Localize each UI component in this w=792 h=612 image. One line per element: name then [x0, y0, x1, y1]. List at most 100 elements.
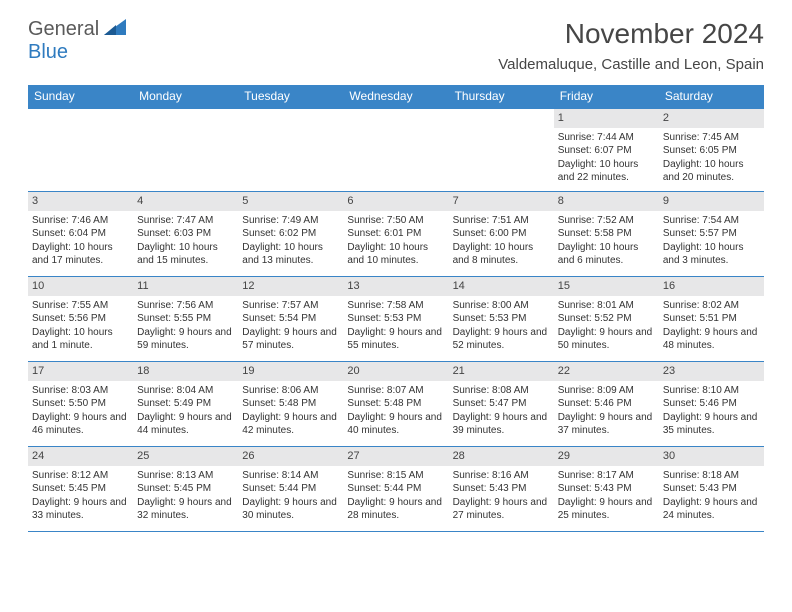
day-number: 24 — [28, 447, 133, 466]
sunrise-text: Sunrise: 7:49 AM — [242, 214, 339, 228]
sunset-text: Sunset: 5:43 PM — [663, 482, 760, 496]
sunrise-text: Sunrise: 7:55 AM — [32, 299, 129, 313]
day-cell: 17Sunrise: 8:03 AMSunset: 5:50 PMDayligh… — [28, 362, 133, 446]
daylight-text: Daylight: 9 hours and 57 minutes. — [242, 326, 339, 353]
sunset-text: Sunset: 6:07 PM — [558, 144, 655, 158]
day-number: 25 — [133, 447, 238, 466]
daylight-text: Daylight: 10 hours and 6 minutes. — [558, 241, 655, 268]
sunrise-text: Sunrise: 7:51 AM — [453, 214, 550, 228]
sunrise-text: Sunrise: 8:06 AM — [242, 384, 339, 398]
sunrise-text: Sunrise: 7:58 AM — [347, 299, 444, 313]
sunrise-text: Sunrise: 7:44 AM — [558, 131, 655, 145]
day-header: Wednesday — [343, 85, 448, 109]
daylight-text: Daylight: 10 hours and 15 minutes. — [137, 241, 234, 268]
day-header: Sunday — [28, 85, 133, 109]
day-number: 2 — [659, 109, 764, 128]
sunrise-text: Sunrise: 8:13 AM — [137, 469, 234, 483]
day-cell — [28, 109, 133, 191]
day-cell: 22Sunrise: 8:09 AMSunset: 5:46 PMDayligh… — [554, 362, 659, 446]
day-number: 8 — [554, 192, 659, 211]
daylight-text: Daylight: 9 hours and 42 minutes. — [242, 411, 339, 438]
day-cell: 30 Sunrise: 8:18 AMSunset: 5:43 PMDayligh… — [659, 447, 764, 531]
sunset-text: Sunset: 5:57 PM — [663, 227, 760, 241]
sunset-text: Sunset: 5:43 PM — [558, 482, 655, 496]
sunrise-text: Sunrise: 7:45 AM — [663, 131, 760, 145]
day-header: Tuesday — [238, 85, 343, 109]
daylight-text: Daylight: 9 hours and 30 minutes. — [242, 496, 339, 523]
sunset-text: Sunset: 5:50 PM — [32, 397, 129, 411]
sunrise-text: Sunrise: 8:10 AM — [663, 384, 760, 398]
day-cell: 23 Sunrise: 8:10 AMSunset: 5:46 PMDayligh… — [659, 362, 764, 446]
sunset-text: Sunset: 5:43 PM — [453, 482, 550, 496]
day-number — [238, 109, 343, 113]
day-number: 28 — [449, 447, 554, 466]
day-cell: 7 Sunrise: 7:51 AMSunset: 6:00 PMDaylight… — [449, 192, 554, 276]
daylight-text: Daylight: 9 hours and 35 minutes. — [663, 411, 760, 438]
sunrise-text: Sunrise: 8:18 AM — [663, 469, 760, 483]
daylight-text: Daylight: 9 hours and 33 minutes. — [32, 496, 129, 523]
day-number — [449, 109, 554, 113]
day-number: 17 — [28, 362, 133, 381]
location-text: Valdemaluque, Castille and Leon, Spain — [498, 56, 764, 73]
day-cell: 21Sunrise: 8:08 AMSunset: 5:47 PMDayligh… — [449, 362, 554, 446]
sunset-text: Sunset: 5:46 PM — [663, 397, 760, 411]
daylight-text: Daylight: 9 hours and 39 minutes. — [453, 411, 550, 438]
day-cell: 13Sunrise: 7:58 AMSunset: 5:53 PMDayligh… — [343, 277, 448, 361]
day-number: 19 — [238, 362, 343, 381]
sunrise-text: Sunrise: 7:54 AM — [663, 214, 760, 228]
day-cell — [238, 109, 343, 191]
sunrise-text: Sunrise: 8:00 AM — [453, 299, 550, 313]
day-cell — [343, 109, 448, 191]
day-number: 5 — [238, 192, 343, 211]
day-number: 23 — [659, 362, 764, 381]
daylight-text: Daylight: 9 hours and 48 minutes. — [663, 326, 760, 353]
sunrise-text: Sunrise: 8:16 AM — [453, 469, 550, 483]
day-header: Thursday — [449, 85, 554, 109]
daylight-text: Daylight: 9 hours and 52 minutes. — [453, 326, 550, 353]
day-number: 4 — [133, 192, 238, 211]
daylight-text: Daylight: 9 hours and 55 minutes. — [347, 326, 444, 353]
day-number: 26 — [238, 447, 343, 466]
sunrise-text: Sunrise: 7:46 AM — [32, 214, 129, 228]
sunrise-text: Sunrise: 8:02 AM — [663, 299, 760, 313]
sunset-text: Sunset: 6:05 PM — [663, 144, 760, 158]
day-cell — [449, 109, 554, 191]
day-cell: 14Sunrise: 8:00 AMSunset: 5:53 PMDayligh… — [449, 277, 554, 361]
day-cell: 24Sunrise: 8:12 AMSunset: 5:45 PMDayligh… — [28, 447, 133, 531]
daylight-text: Daylight: 10 hours and 17 minutes. — [32, 241, 129, 268]
sunset-text: Sunset: 6:00 PM — [453, 227, 550, 241]
day-number: 14 — [449, 277, 554, 296]
sunset-text: Sunset: 6:03 PM — [137, 227, 234, 241]
sunrise-text: Sunrise: 7:56 AM — [137, 299, 234, 313]
sunset-text: Sunset: 6:04 PM — [32, 227, 129, 241]
brand-part2: Blue — [28, 41, 68, 63]
sunrise-text: Sunrise: 8:09 AM — [558, 384, 655, 398]
week-row: 10Sunrise: 7:55 AMSunset: 5:56 PMDayligh… — [28, 277, 764, 362]
daylight-text: Daylight: 10 hours and 8 minutes. — [453, 241, 550, 268]
day-number: 20 — [343, 362, 448, 381]
daylight-text: Daylight: 9 hours and 32 minutes. — [137, 496, 234, 523]
day-number: 18 — [133, 362, 238, 381]
page-title: November 2024 — [498, 18, 764, 50]
sunrise-text: Sunrise: 7:52 AM — [558, 214, 655, 228]
day-cell: 5Sunrise: 7:49 AMSunset: 6:02 PMDaylight… — [238, 192, 343, 276]
daylight-text: Daylight: 10 hours and 13 minutes. — [242, 241, 339, 268]
day-cell: 3Sunrise: 7:46 AMSunset: 6:04 PMDaylight… — [28, 192, 133, 276]
daylight-text: Daylight: 9 hours and 59 minutes. — [137, 326, 234, 353]
day-number: 6 — [343, 192, 448, 211]
sunset-text: Sunset: 5:52 PM — [558, 312, 655, 326]
sunrise-text: Sunrise: 7:47 AM — [137, 214, 234, 228]
day-number: 10 — [28, 277, 133, 296]
day-number: 30 — [659, 447, 764, 466]
calendar: Sunday Monday Tuesday Wednesday Thursday… — [28, 85, 764, 532]
sunrise-text: Sunrise: 8:07 AM — [347, 384, 444, 398]
sunrise-text: Sunrise: 7:57 AM — [242, 299, 339, 313]
day-cell: 15Sunrise: 8:01 AMSunset: 5:52 PMDayligh… — [554, 277, 659, 361]
daylight-text: Daylight: 9 hours and 24 minutes. — [663, 496, 760, 523]
header: General Blue November 2024 Valdemaluque,… — [0, 0, 792, 79]
day-number: 7 — [449, 192, 554, 211]
brand-part1: General — [28, 18, 99, 40]
day-number: 27 — [343, 447, 448, 466]
day-cell: 1Sunrise: 7:44 AMSunset: 6:07 PMDaylight… — [554, 109, 659, 191]
week-row: 3Sunrise: 7:46 AMSunset: 6:04 PMDaylight… — [28, 192, 764, 277]
